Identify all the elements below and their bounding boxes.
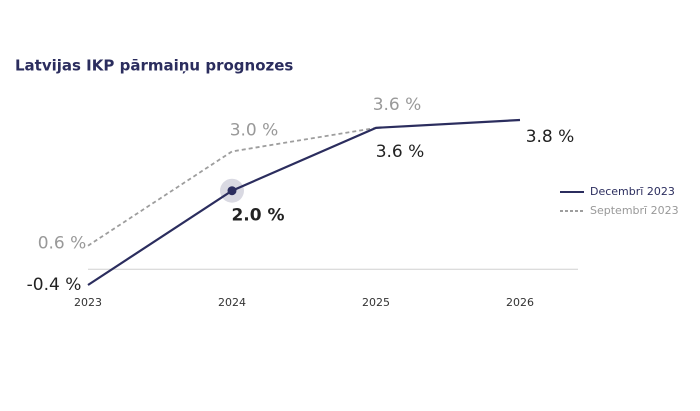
value-label: 2.0 % bbox=[231, 206, 284, 226]
line-1 bbox=[87, 126, 377, 247]
value-label: 3.0 % bbox=[230, 120, 279, 140]
chart-title: Latvijas IKP pārmaiņu prognozes bbox=[15, 57, 293, 75]
legend-label: Decembrī 2023 bbox=[590, 185, 675, 198]
value-label: 3.8 % bbox=[526, 127, 575, 147]
legend-label: Septembrī 2023 bbox=[590, 204, 679, 217]
highlight-point bbox=[227, 186, 237, 196]
x-tick-label: 2025 bbox=[362, 296, 390, 309]
value-label: 0.6 % bbox=[38, 234, 87, 254]
x-tick-label: 2024 bbox=[218, 296, 246, 309]
value-label: 3.6 % bbox=[373, 95, 422, 115]
x-tick-label: 2023 bbox=[74, 296, 102, 309]
line-0 bbox=[87, 118, 521, 286]
value-label: 3.6 % bbox=[376, 142, 425, 162]
value-label: -0.4 % bbox=[27, 275, 82, 295]
x-tick-label: 2026 bbox=[506, 296, 534, 309]
